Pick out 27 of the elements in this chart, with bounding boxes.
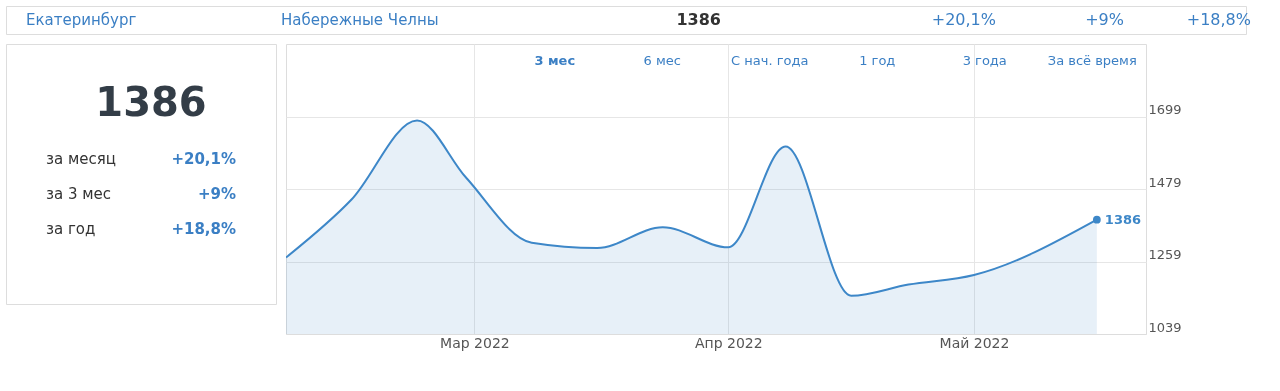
x-tick-label: Мар 2022 (440, 334, 510, 351)
x-tick-label: Апр 2022 (694, 334, 763, 351)
annotation: 1 год (859, 53, 896, 68)
text: +20,1% (171, 150, 236, 168)
text: +18,8% (171, 220, 236, 238)
text: +20,1% (931, 10, 996, 29)
y-tick-label: 1479 (1148, 174, 1182, 190)
text: +9% (197, 185, 236, 203)
text: Екатеринбург (26, 11, 137, 29)
annotation: С нач. года (731, 53, 809, 68)
text: +9% (1085, 10, 1124, 29)
annotation: 6 мес (643, 53, 681, 68)
data-label: 1386 (1104, 211, 1142, 227)
text: Набережные Челны (281, 11, 439, 29)
y-tick-label: 1039 (1148, 319, 1182, 335)
annotation: 3 мес (534, 53, 576, 68)
text: за 3 мес (46, 185, 112, 203)
x-tick-label: Май 2022 (939, 334, 1010, 351)
y-tick-label: 1699 (1148, 102, 1182, 117)
y-tick-label: 1259 (1148, 247, 1182, 262)
annotation: 3 года (962, 53, 1007, 68)
text: за месяц (46, 150, 116, 168)
annotation: За всё время (1047, 53, 1137, 68)
text: +18,8% (1186, 10, 1251, 29)
text: за год (46, 220, 96, 238)
text: 1386 (676, 10, 721, 29)
text: 1386 (95, 79, 207, 125)
